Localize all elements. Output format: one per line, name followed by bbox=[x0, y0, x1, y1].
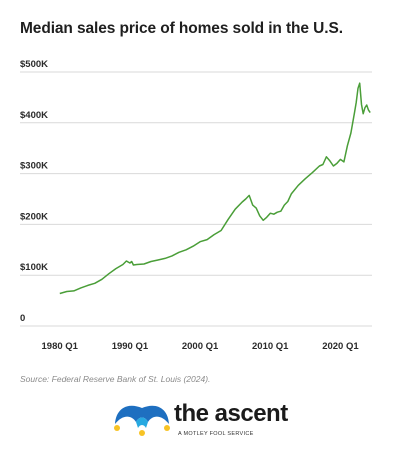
x-tick-label: 2000 Q1 bbox=[182, 341, 219, 352]
y-tick-label: $200K bbox=[20, 211, 48, 222]
x-tick-label: 2020 Q1 bbox=[322, 341, 359, 352]
x-tick-label: 1990 Q1 bbox=[112, 341, 149, 352]
y-tick-label: $400K bbox=[20, 110, 48, 121]
brand-tagline: A MOTLEY FOOL SERVICE bbox=[178, 431, 254, 437]
the-ascent-logo: the ascent A MOTLEY FOOL SERVICE bbox=[112, 398, 292, 442]
brand-name: the ascent bbox=[174, 400, 288, 427]
grid-lines bbox=[20, 71, 372, 327]
y-axis-ticks: 0 $100K $200K $300K $400K $500K bbox=[20, 59, 48, 324]
y-tick-label: 0 bbox=[20, 313, 25, 324]
x-axis-ticks: 1980 Q1 1990 Q1 2000 Q1 2010 Q1 2020 Q1 bbox=[42, 341, 360, 352]
series-line-median-price bbox=[59, 82, 371, 295]
chart-title: Median sales price of homes sold in the … bbox=[20, 20, 343, 37]
x-tick-label: 1980 Q1 bbox=[42, 341, 79, 352]
y-tick-label: $300K bbox=[20, 161, 48, 172]
source-note: Source: Federal Reserve Bank of St. Loui… bbox=[20, 374, 211, 384]
y-tick-label: $100K bbox=[20, 262, 48, 273]
x-tick-label: 2010 Q1 bbox=[252, 341, 289, 352]
y-tick-label: $500K bbox=[20, 59, 48, 70]
line-chart: 0 $100K $200K $300K $400K $500K 1980 Q1 1990 Q… bbox=[20, 59, 372, 352]
jester-hat-logo-icon bbox=[114, 405, 170, 436]
